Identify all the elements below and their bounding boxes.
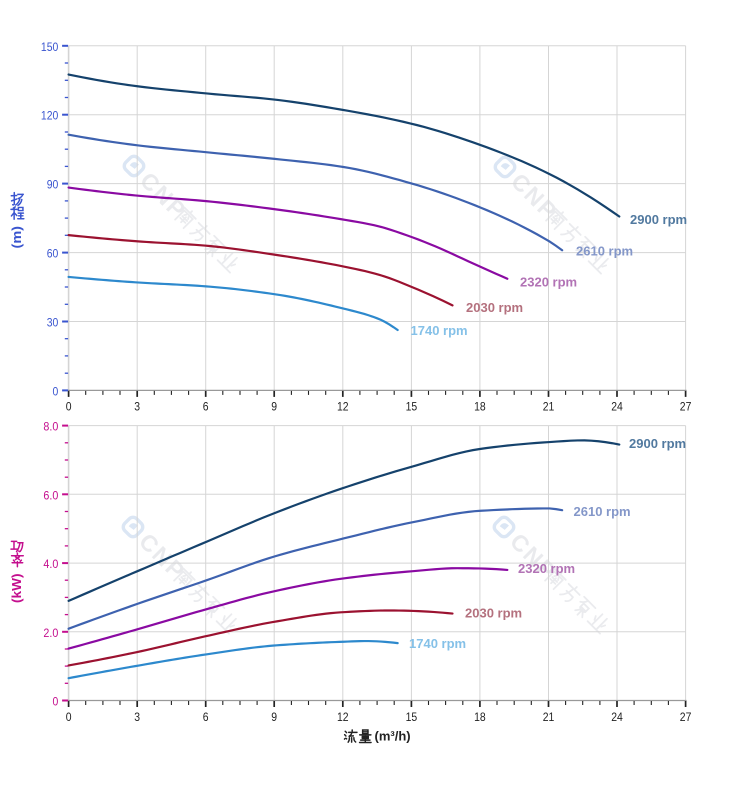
- svg-text:24: 24: [611, 400, 623, 414]
- svg-text:60: 60: [47, 247, 59, 261]
- svg-text:15: 15: [406, 710, 418, 724]
- svg-text:2610 rpm: 2610 rpm: [576, 243, 633, 258]
- svg-text:24: 24: [611, 710, 623, 724]
- svg-text:0: 0: [66, 400, 72, 414]
- svg-text:2030 rpm: 2030 rpm: [465, 605, 522, 620]
- svg-text:2900 rpm: 2900 rpm: [630, 212, 687, 227]
- svg-text:4.0: 4.0: [43, 557, 58, 571]
- svg-text:2610 rpm: 2610 rpm: [574, 504, 631, 519]
- svg-text:2900 rpm: 2900 rpm: [629, 436, 686, 451]
- svg-text:15: 15: [406, 400, 418, 414]
- svg-text:30: 30: [47, 316, 59, 330]
- svg-text:(kW): (kW): [9, 574, 24, 604]
- svg-text:27: 27: [680, 710, 692, 724]
- svg-text:1740 rpm: 1740 rpm: [409, 636, 466, 651]
- svg-text:90: 90: [47, 178, 59, 192]
- svg-text:6: 6: [203, 710, 209, 724]
- svg-text:6: 6: [203, 400, 209, 414]
- svg-text:21: 21: [543, 400, 555, 414]
- svg-text:3: 3: [134, 400, 140, 414]
- svg-text:2030 rpm: 2030 rpm: [466, 300, 523, 315]
- svg-text:(m³/h): (m³/h): [375, 729, 411, 744]
- svg-text:18: 18: [474, 400, 486, 414]
- svg-text:0: 0: [66, 710, 72, 724]
- svg-text:3: 3: [134, 710, 140, 724]
- svg-text:0: 0: [53, 695, 59, 709]
- svg-text:0: 0: [53, 384, 59, 398]
- svg-text:(m): (m): [9, 226, 24, 249]
- svg-text:1740 rpm: 1740 rpm: [411, 323, 468, 338]
- svg-text:8.0: 8.0: [43, 420, 58, 434]
- svg-text:9: 9: [271, 400, 277, 414]
- svg-text:21: 21: [543, 710, 555, 724]
- svg-text:120: 120: [41, 109, 59, 123]
- svg-text:9: 9: [271, 710, 277, 724]
- svg-text:150: 150: [41, 40, 59, 54]
- svg-text:2320 rpm: 2320 rpm: [518, 561, 575, 576]
- svg-text:18: 18: [474, 710, 486, 724]
- svg-text:2320 rpm: 2320 rpm: [520, 274, 577, 289]
- svg-text:6.0: 6.0: [43, 488, 58, 502]
- svg-text:2.0: 2.0: [43, 626, 58, 640]
- svg-text:12: 12: [337, 710, 349, 724]
- svg-text:12: 12: [337, 400, 349, 414]
- svg-text:27: 27: [680, 400, 692, 414]
